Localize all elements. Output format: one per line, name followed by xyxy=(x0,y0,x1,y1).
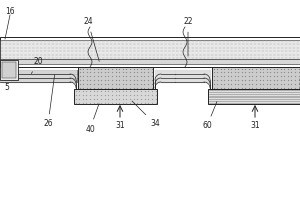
Text: 34: 34 xyxy=(132,101,160,129)
Bar xyxy=(0,74,77,78)
Text: 31: 31 xyxy=(250,121,260,130)
Bar xyxy=(0,70,77,74)
Bar xyxy=(0,60,18,80)
Text: 5: 5 xyxy=(4,84,9,92)
Text: 40: 40 xyxy=(85,104,99,134)
Text: 22: 22 xyxy=(183,18,193,56)
Bar xyxy=(0,78,77,82)
Bar xyxy=(0,59,300,64)
Text: 24: 24 xyxy=(83,18,99,61)
Text: 16: 16 xyxy=(5,7,15,17)
Bar xyxy=(212,67,300,89)
Bar xyxy=(0,37,300,67)
Bar xyxy=(2,62,16,78)
Bar xyxy=(208,89,300,104)
Text: 20: 20 xyxy=(32,58,43,74)
Bar xyxy=(0,40,300,59)
Text: 26: 26 xyxy=(43,75,55,129)
Bar xyxy=(78,67,153,89)
Bar xyxy=(74,89,157,104)
Text: 31: 31 xyxy=(115,121,125,130)
Text: 60: 60 xyxy=(202,102,217,130)
